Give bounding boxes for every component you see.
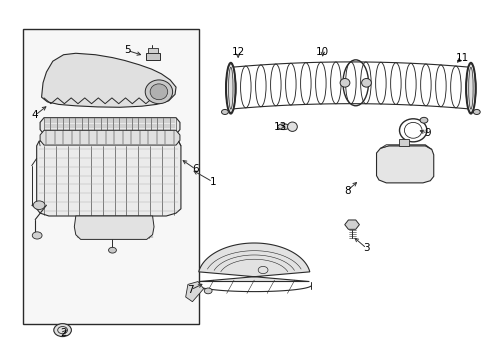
Ellipse shape (221, 109, 228, 114)
Polygon shape (185, 282, 203, 302)
Ellipse shape (150, 84, 167, 100)
Ellipse shape (466, 64, 474, 113)
Ellipse shape (204, 288, 212, 294)
Polygon shape (40, 118, 180, 134)
Bar (145, 53, 160, 60)
Ellipse shape (287, 122, 297, 131)
Text: 11: 11 (454, 53, 468, 63)
Ellipse shape (54, 324, 71, 337)
Ellipse shape (361, 78, 371, 87)
Polygon shape (198, 243, 309, 282)
Polygon shape (376, 146, 433, 183)
Bar (398, 139, 408, 146)
Bar (147, 48, 158, 53)
Ellipse shape (277, 124, 289, 130)
Polygon shape (74, 216, 154, 239)
Bar (23, 29, 198, 324)
Polygon shape (41, 53, 176, 107)
Polygon shape (40, 130, 180, 145)
Text: 4: 4 (32, 110, 39, 120)
Text: 6: 6 (192, 164, 199, 174)
Text: 5: 5 (123, 45, 130, 55)
Text: 13: 13 (273, 122, 286, 132)
Ellipse shape (340, 78, 349, 87)
Ellipse shape (108, 247, 116, 253)
Ellipse shape (226, 64, 235, 113)
Ellipse shape (33, 201, 45, 210)
Text: 12: 12 (231, 47, 244, 57)
Ellipse shape (472, 109, 479, 114)
Text: 1: 1 (209, 177, 216, 187)
Text: 9: 9 (424, 128, 430, 138)
Ellipse shape (419, 117, 427, 123)
Ellipse shape (32, 232, 42, 239)
Text: 3: 3 (363, 243, 369, 253)
Text: 8: 8 (343, 186, 350, 196)
Polygon shape (380, 145, 431, 149)
Ellipse shape (145, 80, 172, 104)
Text: 2: 2 (60, 328, 67, 338)
Text: 10: 10 (316, 47, 328, 57)
Text: 7: 7 (187, 285, 194, 295)
Polygon shape (37, 141, 181, 216)
